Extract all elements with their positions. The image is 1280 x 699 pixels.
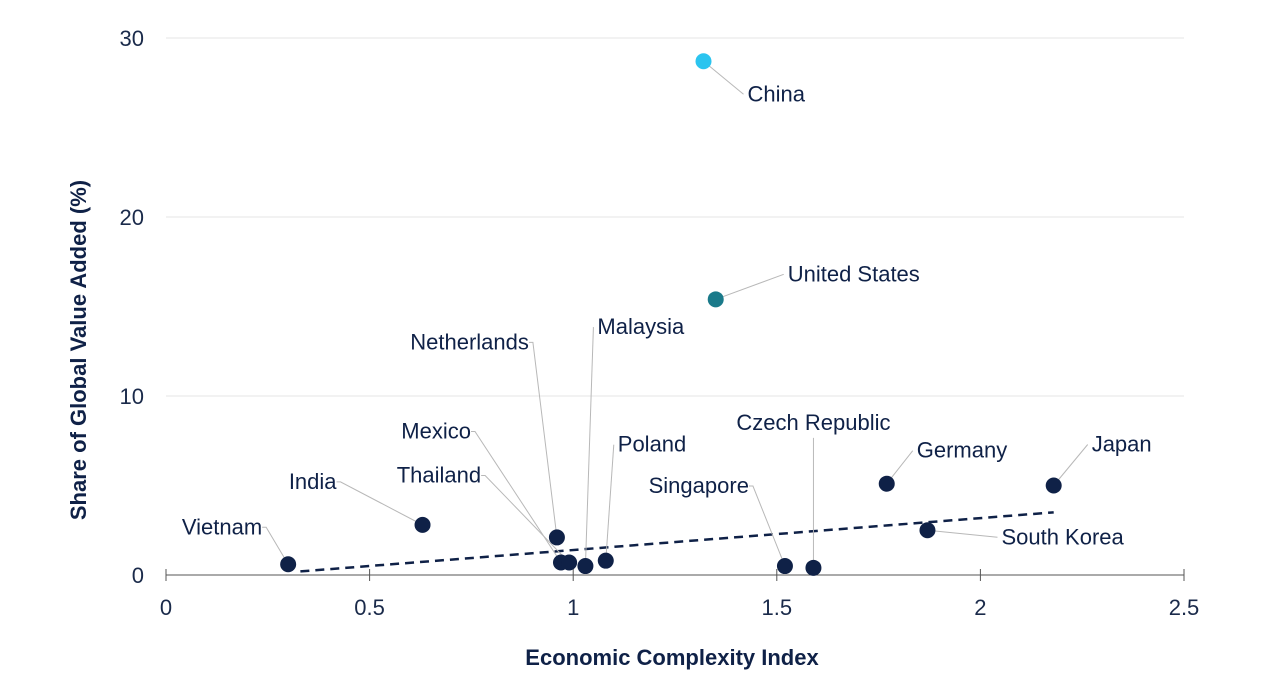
y-axis-ticks: 0 10 20 30 [120, 26, 144, 588]
leader-line [605, 444, 615, 561]
point-label-thailand: Thailand [397, 462, 481, 487]
point-label-netherlands: Netherlands [410, 329, 529, 354]
data-point-czech-republic [805, 559, 822, 576]
x-tick-label: 0.5 [354, 595, 385, 620]
point-label-czech-republic: Czech Republic [736, 410, 890, 435]
point-label-china: China [748, 81, 806, 106]
y-tick-label: 20 [120, 205, 144, 230]
x-tick-label: 2 [974, 595, 986, 620]
y-tick-label: 0 [132, 563, 144, 588]
trendline-layer [300, 511, 1054, 573]
x-tick-label: 2.5 [1169, 595, 1200, 620]
leader-line [470, 430, 562, 563]
data-point-malaysia [577, 558, 594, 575]
point-label-germany: Germany [917, 438, 1007, 463]
data-point-germany [878, 475, 895, 492]
y-tick-label: 30 [120, 26, 144, 51]
data-point-thailand [561, 554, 578, 571]
trendline [300, 511, 1054, 573]
data-point-south-korea [919, 522, 936, 539]
point-label-japan: Japan [1092, 432, 1152, 457]
data-point-singapore [776, 558, 793, 575]
point-label-singapore: Singapore [649, 473, 749, 498]
leader-line [1053, 444, 1089, 486]
data-point-india [414, 516, 431, 533]
data-points [280, 53, 1062, 576]
leader-line [703, 60, 744, 95]
x-axis: 0 0.5 1 1.5 2 2.5 [160, 569, 1199, 620]
point-label-india: India [289, 469, 337, 494]
x-axis-title: Economic Complexity Index [525, 645, 819, 670]
data-point-vietnam [280, 556, 297, 573]
data-point-united-states [707, 291, 724, 308]
y-axis-title: Share of Global Value Added (%) [66, 180, 91, 520]
leader-line [262, 526, 289, 565]
leader-line [528, 341, 558, 538]
leader-line [715, 273, 784, 300]
point-label-poland: Poland [618, 432, 687, 457]
x-tick-label: 1.5 [762, 595, 793, 620]
leader-line [584, 327, 594, 567]
point-label-south-korea: South Korea [1001, 524, 1124, 549]
data-point-china [695, 53, 712, 70]
gridlines [166, 37, 1184, 397]
point-label-vietnam: Vietnam [182, 514, 262, 539]
leader-lines [262, 60, 1089, 568]
leader-line [481, 474, 570, 563]
x-tick-label: 0 [160, 595, 172, 620]
leader-line [336, 481, 423, 526]
leader-line [748, 485, 786, 567]
point-label-united-states: United States [788, 261, 920, 286]
data-point-poland [597, 552, 614, 569]
point-label-malaysia: Malaysia [597, 314, 685, 339]
data-point-netherlands [548, 529, 565, 546]
point-labels: China United States Japan Germany South Kore… [182, 81, 1152, 549]
data-point-japan [1045, 477, 1062, 494]
x-tick-label: 1 [567, 595, 579, 620]
y-tick-label: 10 [120, 384, 144, 409]
leader-line [927, 529, 998, 538]
point-label-mexico: Mexico [401, 418, 471, 443]
